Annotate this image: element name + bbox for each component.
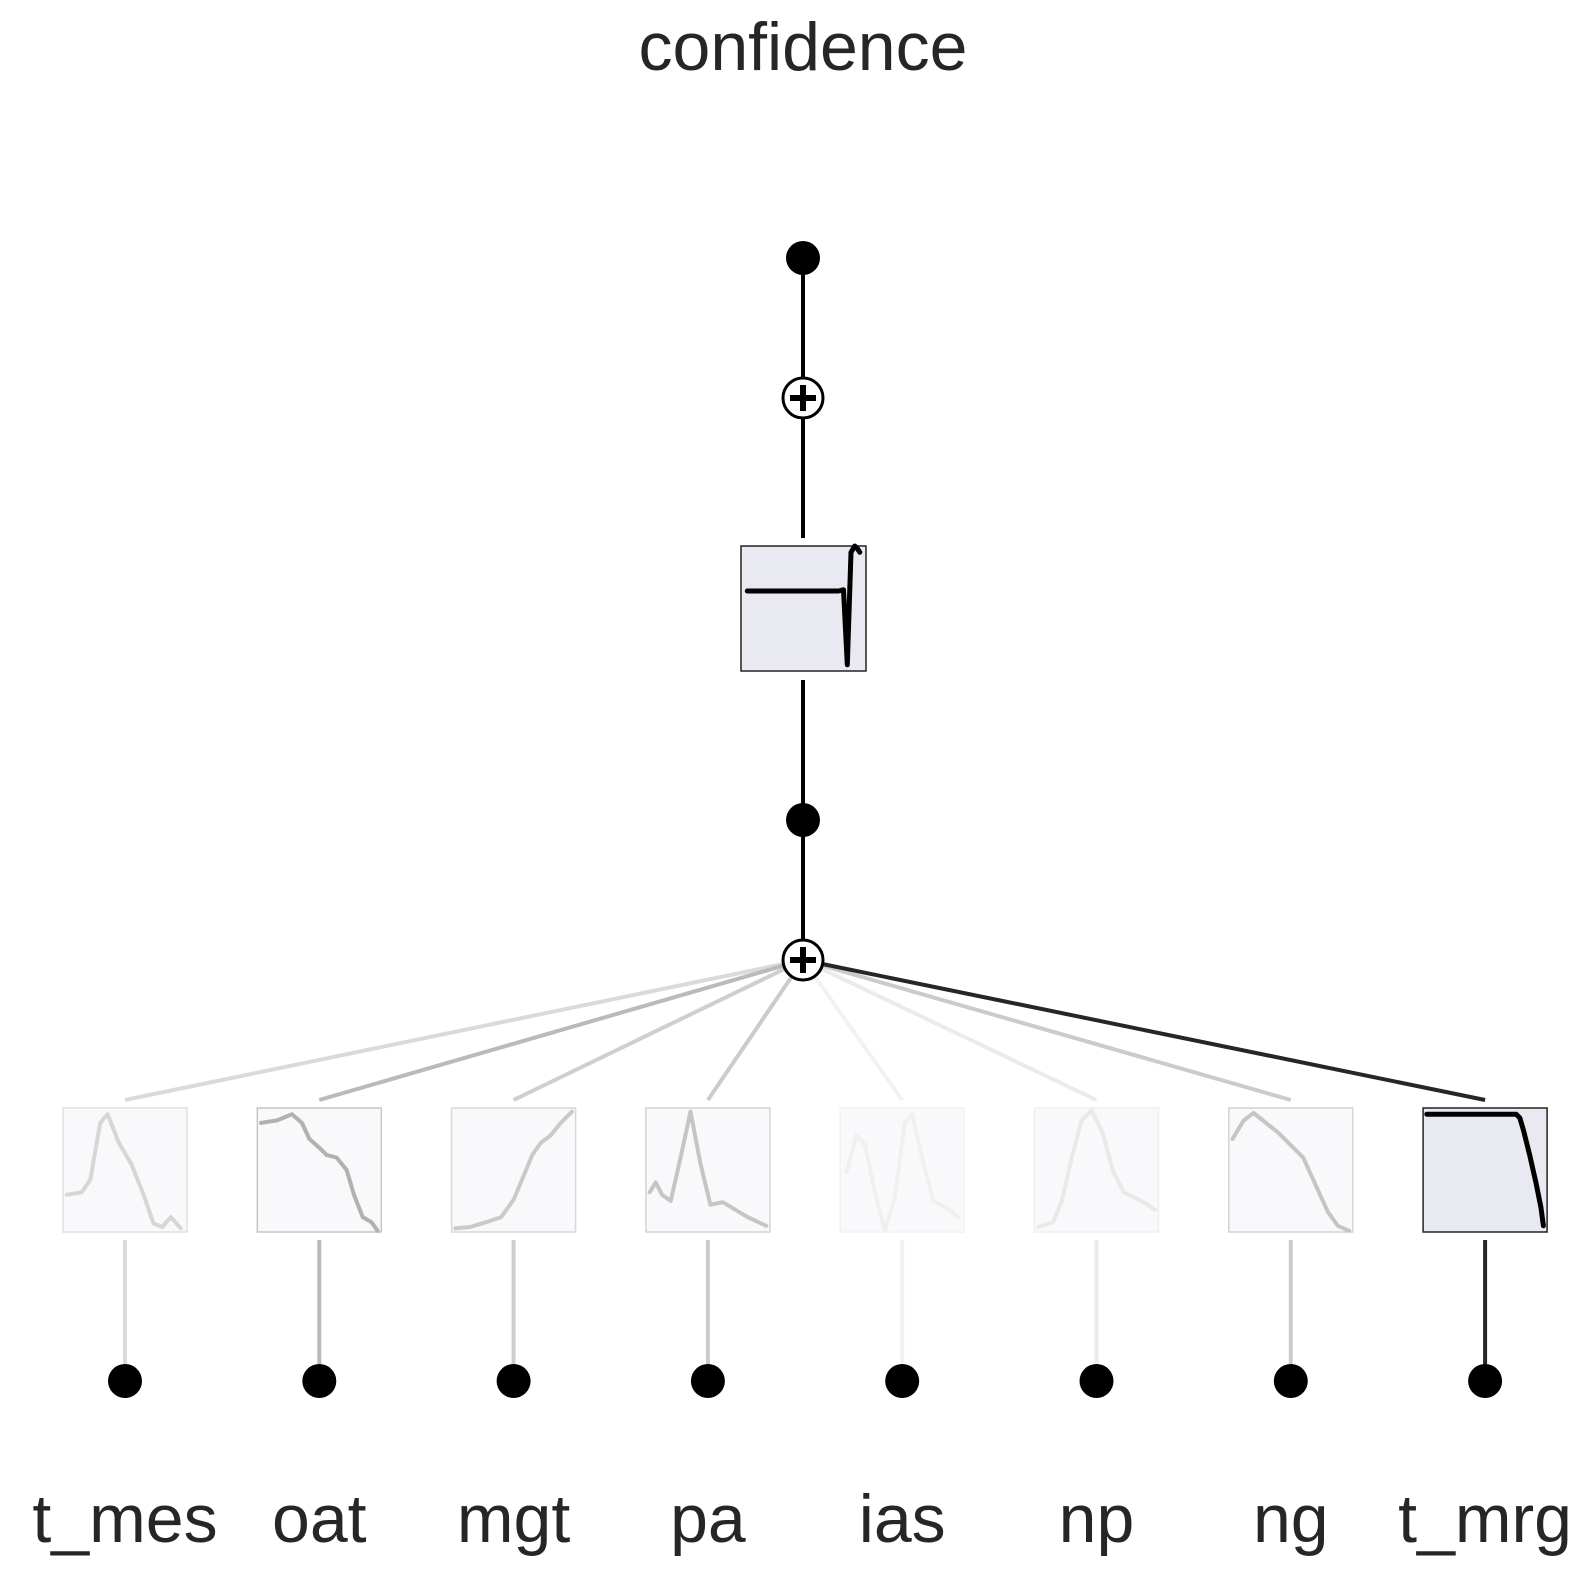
input-label-mgt: mgt — [457, 1481, 570, 1557]
edges — [123, 258, 1488, 1381]
input-node-dot-t_mes — [108, 1364, 142, 1398]
function-curve-mgt — [453, 1109, 574, 1231]
sum-node-output — [781, 376, 825, 420]
input-label-ng: ng — [1253, 1481, 1329, 1557]
input-label-oat: oat — [272, 1481, 367, 1557]
function-box-t_mrg — [1422, 1107, 1548, 1233]
input-node-dot-ias — [885, 1364, 920, 1398]
input-node-dot-t_mrg — [1468, 1364, 1503, 1398]
function-curve-t_mes — [64, 1112, 183, 1231]
input-node-dot-mgt — [496, 1364, 531, 1398]
function-box-t_mes — [62, 1107, 188, 1233]
function-curve-t_mrg — [1424, 1111, 1546, 1229]
edge-pa — [706, 958, 805, 1102]
function-curve-ng — [1230, 1111, 1352, 1233]
function-box-ng — [1228, 1107, 1354, 1233]
edge-ias — [801, 958, 904, 1102]
hidden-node-dot — [786, 803, 820, 837]
input-label-np: np — [1059, 1481, 1135, 1557]
nodes — [62, 241, 1548, 1398]
input-node-dot-np — [1079, 1364, 1114, 1398]
edge-oat — [318, 958, 804, 1102]
input-label-pa: pa — [670, 1481, 746, 1557]
output-node-dot — [786, 241, 820, 275]
edge-ng — [802, 958, 1292, 1102]
output-function-curve — [744, 543, 863, 668]
function-curve-ias — [844, 1112, 960, 1233]
function-curve-pa — [647, 1109, 769, 1228]
function-box-pa — [645, 1107, 771, 1233]
edge-mgt — [512, 958, 804, 1102]
function-curve-oat — [259, 1112, 380, 1233]
edge-np — [802, 958, 1098, 1102]
input-label-ias: ias — [859, 1481, 946, 1557]
edge-t_mrg — [802, 958, 1486, 1102]
edge-t_mes — [124, 958, 804, 1102]
input-node-dot-ng — [1273, 1364, 1308, 1398]
function-box-np — [1033, 1107, 1160, 1233]
diagram-title: confidence — [639, 9, 968, 85]
input-label-t_mes: t_mes — [32, 1481, 217, 1557]
function-curve-np — [1036, 1108, 1157, 1229]
input-node-dot-oat — [302, 1364, 337, 1398]
input-labels: t_mes oat mgt pa ias np ng t_mrg — [32, 1481, 1572, 1557]
input-label-t_mrg: t_mrg — [1398, 1481, 1572, 1557]
sum-node-inputs — [781, 938, 825, 982]
input-node-dot-pa — [690, 1364, 725, 1398]
